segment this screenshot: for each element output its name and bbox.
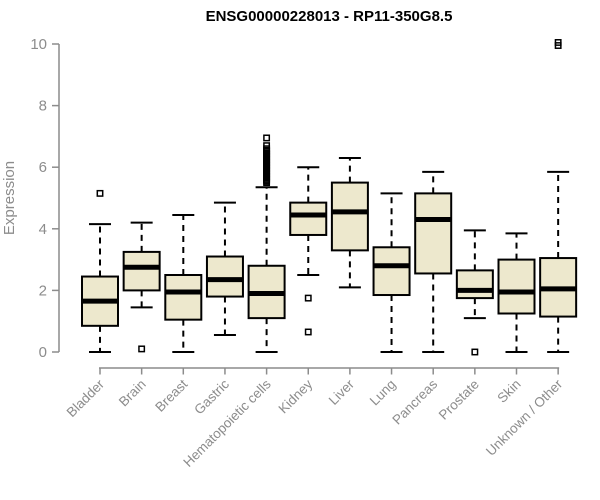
x-tick-label: Unknown / Other [483,376,566,459]
box-lung [372,192,411,353]
y-tick-label: 0 [39,344,47,361]
x-tick-label: Prostate [436,377,482,423]
box-pancreas [414,170,453,353]
outlier-point [263,134,271,142]
outlier-point [96,189,104,197]
y-tick-label: 8 [39,98,47,115]
x-tick-label: Lung [367,377,399,409]
outlier-point [554,39,562,46]
iqr-box [455,269,494,300]
box-prostate [455,229,494,356]
outlier-point [304,328,312,336]
outlier-point [471,348,479,356]
box-bladder [81,189,119,353]
y-axis-title: Expression [1,161,18,235]
boxes [81,39,578,356]
outlier-point [138,345,146,353]
x-tick-label: Bladder [64,376,108,420]
box-liver [330,156,369,289]
box-brain [122,221,161,353]
box-breast [164,213,203,353]
outlier-point [304,294,312,302]
x-tick-label: Brain [116,377,149,410]
x-tick-label: Liver [326,376,358,408]
box-kidney [289,166,328,336]
iqr-box [497,258,536,315]
iqr-box [122,250,161,292]
box-skin [497,232,536,353]
box-unknown-other [539,39,578,353]
iqr-box [205,255,244,298]
box-hematopoietic-cells [247,134,286,353]
x-tick-label: Breast [152,376,190,414]
iqr-box [164,274,203,321]
y-tick-label: 4 [39,221,47,238]
iqr-box [372,246,411,297]
y-tick-label: 6 [39,159,47,176]
x-tick-label: Kidney [276,376,316,416]
chart-title: ENSG00000228013 - RP11-350G8.5 [206,8,453,25]
outlier-point [263,142,271,150]
x-tick-label: Skin [494,377,523,406]
iqr-box [330,181,369,252]
x-tick-label: Pancreas [389,376,440,427]
x-tick-label: Gastric [191,376,232,417]
box-gastric [205,201,244,337]
iqr-box [414,192,453,275]
y-tick-label: 10 [30,36,47,53]
iqr-box [289,201,328,236]
y-tick-label: 2 [39,282,47,299]
